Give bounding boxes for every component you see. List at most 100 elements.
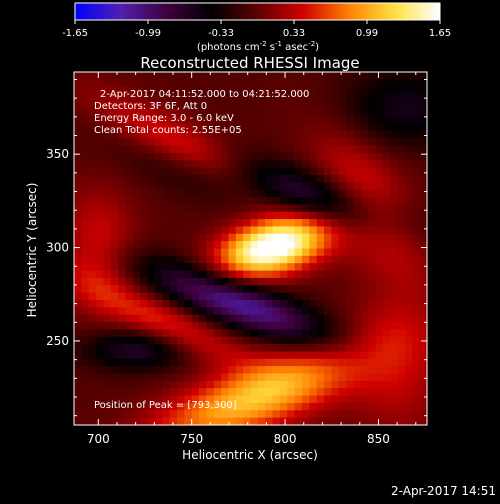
heatmap-cell <box>118 241 127 250</box>
heatmap-cell <box>375 241 384 250</box>
heatmap-cell <box>162 86 171 95</box>
heatmap-cell <box>228 116 237 125</box>
heatmap-cell <box>287 336 296 345</box>
heatmap-cell <box>74 358 82 367</box>
heatmap-cell <box>331 145 340 154</box>
heatmap-cell <box>169 226 178 235</box>
heatmap-cell <box>375 174 384 183</box>
heatmap-cell <box>132 189 141 198</box>
heatmap-cell <box>346 270 355 279</box>
heatmap-cell <box>375 402 384 411</box>
heatmap-cell <box>191 197 200 205</box>
heatmap-cell <box>390 116 399 125</box>
heatmap-cell <box>287 307 296 316</box>
heatmap-cell <box>250 160 259 169</box>
heatmap-cell <box>243 336 252 345</box>
heatmap-cell <box>140 402 149 411</box>
heatmap-cell <box>88 123 97 132</box>
heatmap-cell <box>331 299 340 308</box>
heatmap-cell <box>176 314 185 323</box>
heatmap-cell <box>206 358 215 367</box>
heatmap-cell <box>419 167 428 176</box>
heatmap-cell <box>184 248 193 257</box>
heatmap-cell <box>125 152 134 161</box>
heatmap-cell <box>353 138 362 147</box>
heatmap-cell <box>250 410 259 419</box>
heatmap-cell <box>74 322 82 330</box>
heatmap-cell <box>331 189 340 198</box>
heatmap-cell <box>228 86 237 95</box>
heatmap-cell <box>213 395 222 404</box>
heatmap-cell <box>279 108 288 117</box>
heatmap-cell <box>250 138 259 147</box>
heatmap-cell <box>132 94 141 103</box>
heatmap-cell <box>125 285 134 294</box>
heatmap-cell <box>103 307 112 316</box>
heatmap-cell <box>147 417 156 426</box>
heatmap-cell <box>368 395 377 404</box>
heatmap-cell <box>324 336 332 345</box>
heatmap-cell <box>154 101 163 110</box>
heatmap-cell <box>103 189 112 198</box>
heatmap-cell <box>243 204 252 213</box>
heatmap-cell <box>272 152 281 161</box>
heatmap-cell <box>213 160 222 169</box>
heatmap-cell <box>257 86 266 95</box>
heatmap-cell <box>147 145 156 154</box>
heatmap-cell <box>228 322 237 330</box>
heatmap-cell <box>390 226 399 235</box>
heatmap-cell <box>96 307 105 316</box>
heatmap-cell <box>331 211 340 220</box>
heatmap-cell <box>243 344 252 353</box>
heatmap-cell <box>316 211 325 220</box>
heatmap-cell <box>279 101 288 110</box>
heatmap-cell <box>228 373 237 382</box>
heatmap-cell <box>132 116 141 125</box>
heatmap-cell <box>257 277 266 286</box>
heatmap-cell <box>272 314 281 323</box>
heatmap-cell <box>250 307 259 316</box>
heatmap-cell <box>235 263 244 272</box>
heatmap-cell <box>294 417 303 426</box>
heatmap-cell <box>346 94 355 103</box>
heatmap-cell <box>206 145 215 154</box>
heatmap-cell <box>132 197 141 205</box>
heatmap-cell <box>272 351 281 360</box>
heatmap-cell <box>74 314 82 323</box>
heatmap-cell <box>140 219 149 228</box>
heatmap-cell <box>257 145 266 154</box>
heatmap-cell <box>279 314 288 323</box>
heatmap-cell <box>125 277 134 286</box>
heatmap-cell <box>206 322 215 330</box>
heatmap-cell <box>162 248 171 257</box>
heatmap-cell <box>184 351 193 360</box>
heatmap-cell <box>287 116 296 125</box>
heatmap-cell <box>250 417 259 426</box>
heatmap-cell <box>221 182 230 191</box>
heatmap-cell <box>309 160 318 169</box>
heatmap-cell <box>375 358 384 367</box>
heatmap-cell <box>191 241 200 250</box>
heatmap-cell <box>257 72 266 80</box>
heatmap-cell <box>324 226 332 235</box>
heatmap-cell <box>390 174 399 183</box>
heatmap-cell <box>169 366 178 375</box>
heatmap-cell <box>228 233 237 242</box>
heatmap-cell <box>412 138 421 147</box>
heatmap-cell <box>301 307 310 316</box>
colorbar <box>74 2 441 21</box>
heatmap-cell <box>228 145 237 154</box>
heatmap-cell <box>412 366 421 375</box>
heatmap-cell <box>324 108 332 117</box>
heatmap-cell <box>338 108 347 117</box>
heatmap-cell <box>228 204 237 213</box>
heatmap-cell <box>206 241 215 250</box>
heatmap-cell <box>110 123 119 132</box>
heatmap-cell <box>110 314 119 323</box>
heatmap-cell <box>368 344 377 353</box>
heatmap-cell <box>360 160 369 169</box>
heatmap-cell <box>162 270 171 279</box>
heatmap-cell <box>309 358 318 367</box>
heatmap-cell <box>331 307 340 316</box>
heatmap-cell <box>235 366 244 375</box>
